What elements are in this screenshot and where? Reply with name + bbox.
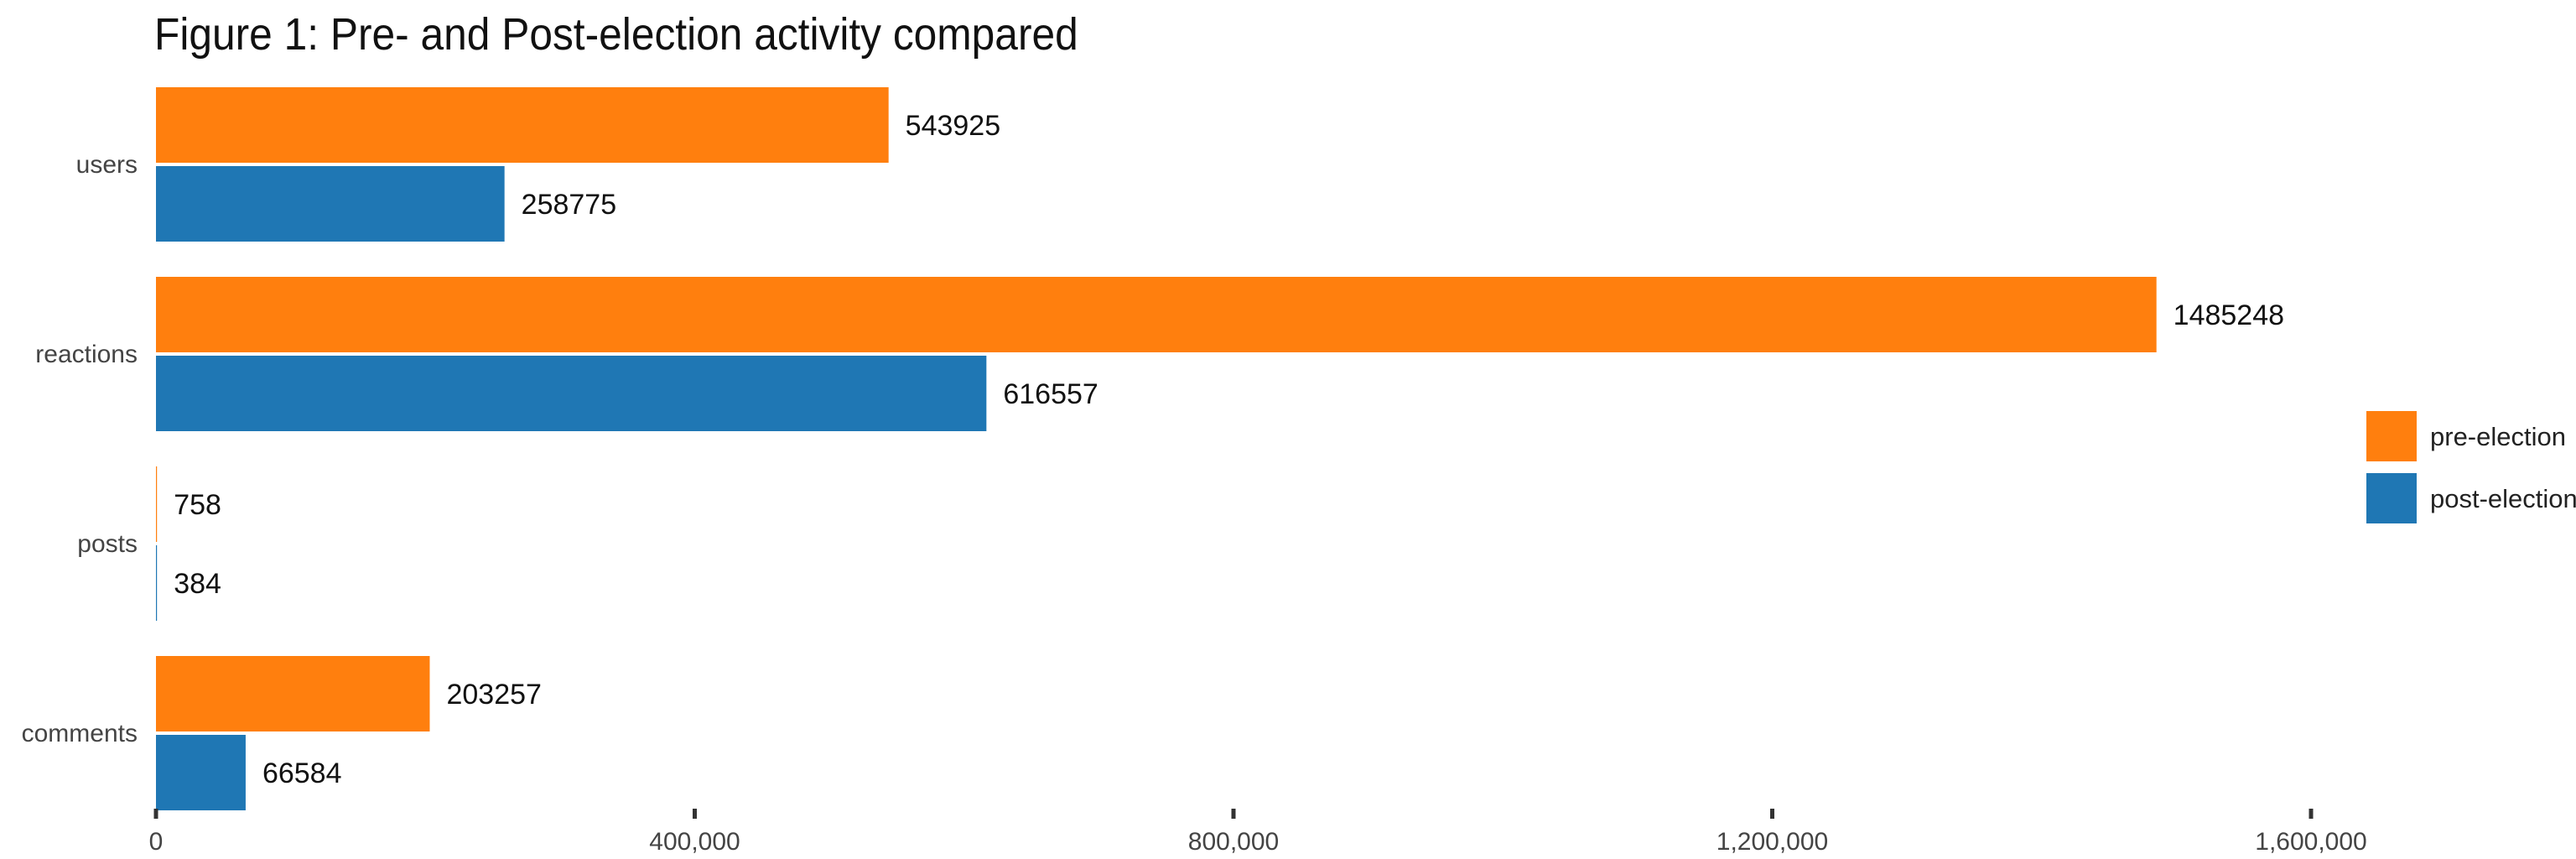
x-tick-label-2: 800,000 — [1188, 828, 1279, 856]
data-label-comments-pre-election: 203257 — [446, 679, 541, 711]
chart-title: Figure 1: Pre- and Post-election activit… — [154, 9, 1078, 60]
bar-posts-post-election — [156, 545, 158, 621]
category-label-posts: posts — [77, 530, 138, 558]
legend-swatch-pre-election — [2366, 411, 2417, 461]
x-axis: 0 400,000 800,000 1,200,000 1,600,000 — [149, 809, 2367, 856]
category-labels: users reactions posts comments — [22, 151, 138, 747]
category-label-users: users — [76, 151, 138, 179]
bar-users-pre-election — [156, 87, 889, 163]
data-label-users-post-election: 258775 — [522, 189, 616, 221]
bar-users-post-election — [156, 166, 505, 242]
x-tick-label-3: 1,200,000 — [1716, 828, 1828, 856]
x-tick-label-1: 400,000 — [649, 828, 740, 856]
legend-swatch-post-election — [2366, 473, 2417, 523]
bar-comments-post-election — [156, 735, 246, 810]
data-label-reactions-post-election: 616557 — [1003, 378, 1098, 410]
data-label-posts-post-election: 384 — [174, 568, 221, 600]
data-label-posts-pre-election: 758 — [174, 489, 221, 521]
data-label-users-pre-election: 543925 — [906, 110, 1000, 142]
data-label-reactions-pre-election: 1485248 — [2174, 299, 2284, 331]
legend-label-pre-election: pre-election — [2430, 422, 2566, 451]
bar-reactions-pre-election — [156, 277, 2157, 352]
category-label-comments: comments — [22, 720, 138, 747]
category-label-reactions: reactions — [35, 341, 138, 368]
data-labels: 543925 258775 1485248 616557 758 384 203257 665… — [174, 110, 2284, 789]
legend-label-post-election: post-election — [2430, 484, 2576, 513]
x-tick-label-0: 0 — [149, 828, 164, 856]
bar-comments-pre-election — [156, 656, 430, 731]
x-tick-label-4: 1,600,000 — [2255, 828, 2366, 856]
data-label-comments-post-election: 66584 — [262, 757, 342, 789]
bar-reactions-post-election — [156, 356, 987, 431]
bar-posts-pre-election — [156, 466, 158, 542]
legend: pre-election post-election — [2366, 411, 2576, 523]
bars-layer — [156, 87, 2157, 810]
